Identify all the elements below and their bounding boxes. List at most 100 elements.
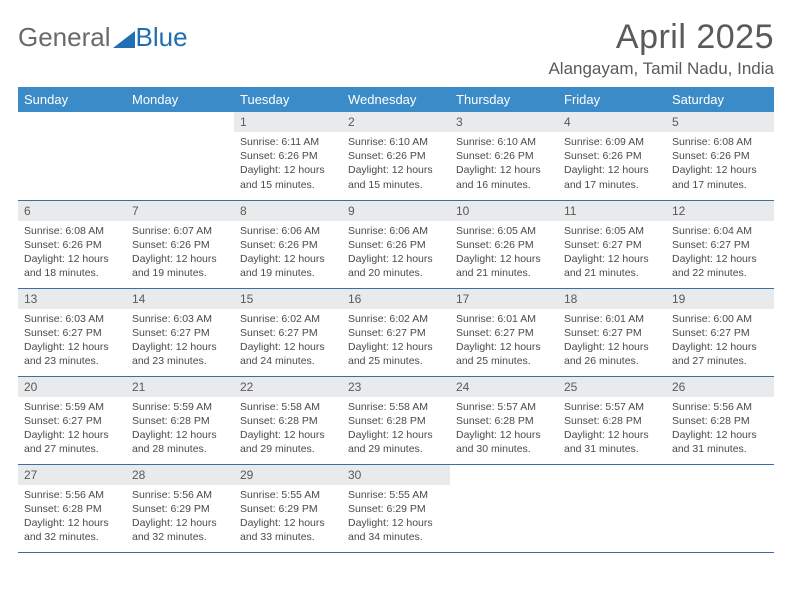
calendar-day-cell: 3Sunrise: 6:10 AMSunset: 6:26 PMDaylight…	[450, 112, 558, 200]
title-block: April 2025 Alangayam, Tamil Nadu, India	[548, 18, 774, 79]
day-details: Sunrise: 6:11 AMSunset: 6:26 PMDaylight:…	[234, 132, 342, 198]
day-details: Sunrise: 5:58 AMSunset: 6:28 PMDaylight:…	[342, 397, 450, 463]
brand-part1: General	[18, 22, 111, 53]
day-number: 23	[342, 377, 450, 397]
calendar-table: SundayMondayTuesdayWednesdayThursdayFrid…	[18, 87, 774, 553]
day-details: Sunrise: 6:03 AMSunset: 6:27 PMDaylight:…	[18, 309, 126, 375]
day-details: Sunrise: 5:59 AMSunset: 6:27 PMDaylight:…	[18, 397, 126, 463]
day-details: Sunrise: 6:00 AMSunset: 6:27 PMDaylight:…	[666, 309, 774, 375]
weekday-header: Friday	[558, 87, 666, 112]
calendar-day-cell: 7Sunrise: 6:07 AMSunset: 6:26 PMDaylight…	[126, 200, 234, 288]
day-number: 2	[342, 112, 450, 132]
calendar-day-cell: 13Sunrise: 6:03 AMSunset: 6:27 PMDayligh…	[18, 288, 126, 376]
weekday-header: Sunday	[18, 87, 126, 112]
day-details: Sunrise: 5:56 AMSunset: 6:28 PMDaylight:…	[666, 397, 774, 463]
day-number: 17	[450, 289, 558, 309]
calendar-day-cell: 18Sunrise: 6:01 AMSunset: 6:27 PMDayligh…	[558, 288, 666, 376]
calendar-day-cell: 29Sunrise: 5:55 AMSunset: 6:29 PMDayligh…	[234, 464, 342, 552]
day-details: Sunrise: 6:02 AMSunset: 6:27 PMDaylight:…	[342, 309, 450, 375]
day-details: Sunrise: 5:57 AMSunset: 6:28 PMDaylight:…	[450, 397, 558, 463]
calendar-day-cell: 30Sunrise: 5:55 AMSunset: 6:29 PMDayligh…	[342, 464, 450, 552]
day-number: 27	[18, 465, 126, 485]
calendar-day-cell: 11Sunrise: 6:05 AMSunset: 6:27 PMDayligh…	[558, 200, 666, 288]
calendar-day-cell: 26Sunrise: 5:56 AMSunset: 6:28 PMDayligh…	[666, 376, 774, 464]
calendar-day-cell: 19Sunrise: 6:00 AMSunset: 6:27 PMDayligh…	[666, 288, 774, 376]
day-number: 18	[558, 289, 666, 309]
day-number: 10	[450, 201, 558, 221]
calendar-day-cell: 21Sunrise: 5:59 AMSunset: 6:28 PMDayligh…	[126, 376, 234, 464]
day-details: Sunrise: 6:05 AMSunset: 6:27 PMDaylight:…	[558, 221, 666, 287]
month-title: April 2025	[548, 18, 774, 57]
calendar-day-cell: 5Sunrise: 6:08 AMSunset: 6:26 PMDaylight…	[666, 112, 774, 200]
calendar-day-cell: 14Sunrise: 6:03 AMSunset: 6:27 PMDayligh…	[126, 288, 234, 376]
day-number: 29	[234, 465, 342, 485]
calendar-empty-cell	[666, 464, 774, 552]
day-details: Sunrise: 6:08 AMSunset: 6:26 PMDaylight:…	[666, 132, 774, 198]
day-number: 4	[558, 112, 666, 132]
day-details: Sunrise: 6:05 AMSunset: 6:26 PMDaylight:…	[450, 221, 558, 287]
weekday-header: Wednesday	[342, 87, 450, 112]
calendar-day-cell: 12Sunrise: 6:04 AMSunset: 6:27 PMDayligh…	[666, 200, 774, 288]
calendar-day-cell: 4Sunrise: 6:09 AMSunset: 6:26 PMDaylight…	[558, 112, 666, 200]
day-details: Sunrise: 5:55 AMSunset: 6:29 PMDaylight:…	[234, 485, 342, 551]
calendar-week-row: 6Sunrise: 6:08 AMSunset: 6:26 PMDaylight…	[18, 200, 774, 288]
day-details: Sunrise: 6:06 AMSunset: 6:26 PMDaylight:…	[342, 221, 450, 287]
day-details: Sunrise: 5:57 AMSunset: 6:28 PMDaylight:…	[558, 397, 666, 463]
weekday-header: Monday	[126, 87, 234, 112]
day-number: 14	[126, 289, 234, 309]
calendar-day-cell: 25Sunrise: 5:57 AMSunset: 6:28 PMDayligh…	[558, 376, 666, 464]
day-number: 11	[558, 201, 666, 221]
day-number: 8	[234, 201, 342, 221]
calendar-week-row: 20Sunrise: 5:59 AMSunset: 6:27 PMDayligh…	[18, 376, 774, 464]
day-details: Sunrise: 5:58 AMSunset: 6:28 PMDaylight:…	[234, 397, 342, 463]
calendar-day-cell: 15Sunrise: 6:02 AMSunset: 6:27 PMDayligh…	[234, 288, 342, 376]
day-number: 21	[126, 377, 234, 397]
calendar-day-cell: 28Sunrise: 5:56 AMSunset: 6:29 PMDayligh…	[126, 464, 234, 552]
day-number: 28	[126, 465, 234, 485]
day-details: Sunrise: 6:04 AMSunset: 6:27 PMDaylight:…	[666, 221, 774, 287]
day-details: Sunrise: 5:56 AMSunset: 6:29 PMDaylight:…	[126, 485, 234, 551]
calendar-empty-cell	[558, 464, 666, 552]
day-number: 22	[234, 377, 342, 397]
day-number: 19	[666, 289, 774, 309]
calendar-day-cell: 20Sunrise: 5:59 AMSunset: 6:27 PMDayligh…	[18, 376, 126, 464]
weekday-header-row: SundayMondayTuesdayWednesdayThursdayFrid…	[18, 87, 774, 112]
day-details: Sunrise: 5:56 AMSunset: 6:28 PMDaylight:…	[18, 485, 126, 551]
day-details: Sunrise: 6:09 AMSunset: 6:26 PMDaylight:…	[558, 132, 666, 198]
day-details: Sunrise: 6:10 AMSunset: 6:26 PMDaylight:…	[450, 132, 558, 198]
day-number: 16	[342, 289, 450, 309]
calendar-week-row: 27Sunrise: 5:56 AMSunset: 6:28 PMDayligh…	[18, 464, 774, 552]
day-number: 20	[18, 377, 126, 397]
calendar-week-row: 13Sunrise: 6:03 AMSunset: 6:27 PMDayligh…	[18, 288, 774, 376]
day-details: Sunrise: 5:55 AMSunset: 6:29 PMDaylight:…	[342, 485, 450, 551]
day-details: Sunrise: 6:06 AMSunset: 6:26 PMDaylight:…	[234, 221, 342, 287]
calendar-empty-cell	[450, 464, 558, 552]
day-number: 13	[18, 289, 126, 309]
day-number: 1	[234, 112, 342, 132]
day-number: 7	[126, 201, 234, 221]
calendar-day-cell: 2Sunrise: 6:10 AMSunset: 6:26 PMDaylight…	[342, 112, 450, 200]
brand-logo: General Blue	[18, 22, 188, 53]
day-number: 26	[666, 377, 774, 397]
day-details: Sunrise: 6:08 AMSunset: 6:26 PMDaylight:…	[18, 221, 126, 287]
calendar-day-cell: 27Sunrise: 5:56 AMSunset: 6:28 PMDayligh…	[18, 464, 126, 552]
day-number: 24	[450, 377, 558, 397]
weekday-header: Tuesday	[234, 87, 342, 112]
calendar-week-row: 1Sunrise: 6:11 AMSunset: 6:26 PMDaylight…	[18, 112, 774, 200]
logo-triangle-icon	[113, 28, 135, 48]
day-details: Sunrise: 6:01 AMSunset: 6:27 PMDaylight:…	[450, 309, 558, 375]
calendar-day-cell: 17Sunrise: 6:01 AMSunset: 6:27 PMDayligh…	[450, 288, 558, 376]
day-details: Sunrise: 5:59 AMSunset: 6:28 PMDaylight:…	[126, 397, 234, 463]
day-details: Sunrise: 6:01 AMSunset: 6:27 PMDaylight:…	[558, 309, 666, 375]
day-details: Sunrise: 6:07 AMSunset: 6:26 PMDaylight:…	[126, 221, 234, 287]
day-number: 25	[558, 377, 666, 397]
day-details: Sunrise: 6:03 AMSunset: 6:27 PMDaylight:…	[126, 309, 234, 375]
day-number: 15	[234, 289, 342, 309]
day-details: Sunrise: 6:10 AMSunset: 6:26 PMDaylight:…	[342, 132, 450, 198]
day-number: 5	[666, 112, 774, 132]
brand-part2: Blue	[136, 22, 188, 53]
location: Alangayam, Tamil Nadu, India	[548, 59, 774, 79]
calendar-empty-cell	[18, 112, 126, 200]
day-number: 12	[666, 201, 774, 221]
calendar-day-cell: 6Sunrise: 6:08 AMSunset: 6:26 PMDaylight…	[18, 200, 126, 288]
